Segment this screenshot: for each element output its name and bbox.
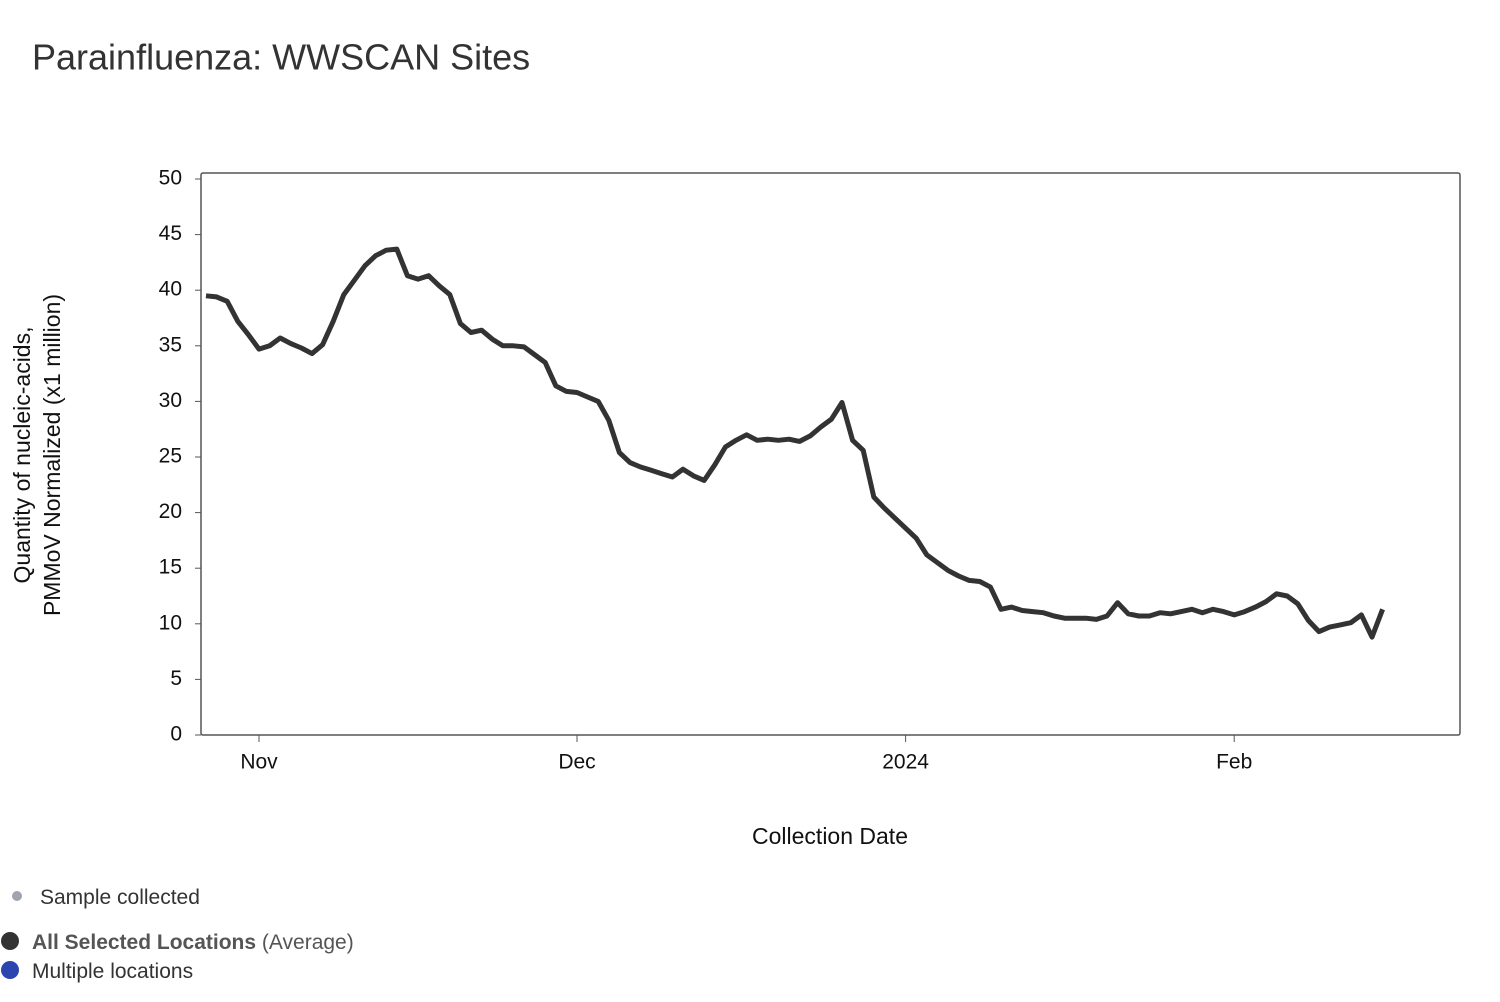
y-tick-label: 10 [159, 611, 182, 634]
data-line [205, 246, 1385, 640]
y-tick-label: 50 [159, 167, 182, 190]
y-tick-label: 35 [159, 333, 182, 356]
x-tick-label: Feb [1216, 751, 1252, 774]
legend-text: All Selected Locations [32, 931, 256, 954]
y-axis-label: Quantity of nucleic-acids, [9, 327, 35, 584]
y-tick-label: 40 [159, 278, 182, 301]
legend-text: Multiple locations [32, 960, 193, 983]
y-tick-label: 45 [159, 222, 182, 245]
y-axis-label: PMMoV Normalized (x1 million) [39, 294, 65, 616]
legend-marker [12, 891, 22, 901]
legend-marker [1, 961, 19, 979]
chart-title: Parainfluenza: WWSCAN Sites [32, 37, 530, 78]
y-tick-label: 0 [170, 723, 182, 746]
x-tick-label: Dec [558, 751, 595, 774]
legend-label: Multiple locations [32, 960, 193, 983]
x-tick-label: 2024 [882, 751, 929, 774]
y-tick-label: 30 [159, 389, 182, 412]
legend-label: Sample collected [40, 886, 200, 909]
x-axis-label: Collection Date [752, 823, 908, 849]
y-tick-label: 25 [159, 445, 182, 468]
plot-frame [200, 172, 1461, 736]
legend-label: All Selected Locations (Average) [32, 931, 354, 954]
legend-note: (Average) [262, 931, 354, 954]
legend-marker [1, 932, 19, 950]
legend-text: Sample collected [40, 886, 200, 909]
y-tick-label: 15 [159, 556, 182, 579]
y-tick-label: 20 [159, 500, 182, 523]
y-tick-label: 5 [170, 667, 182, 690]
x-tick-label: Nov [240, 751, 278, 774]
